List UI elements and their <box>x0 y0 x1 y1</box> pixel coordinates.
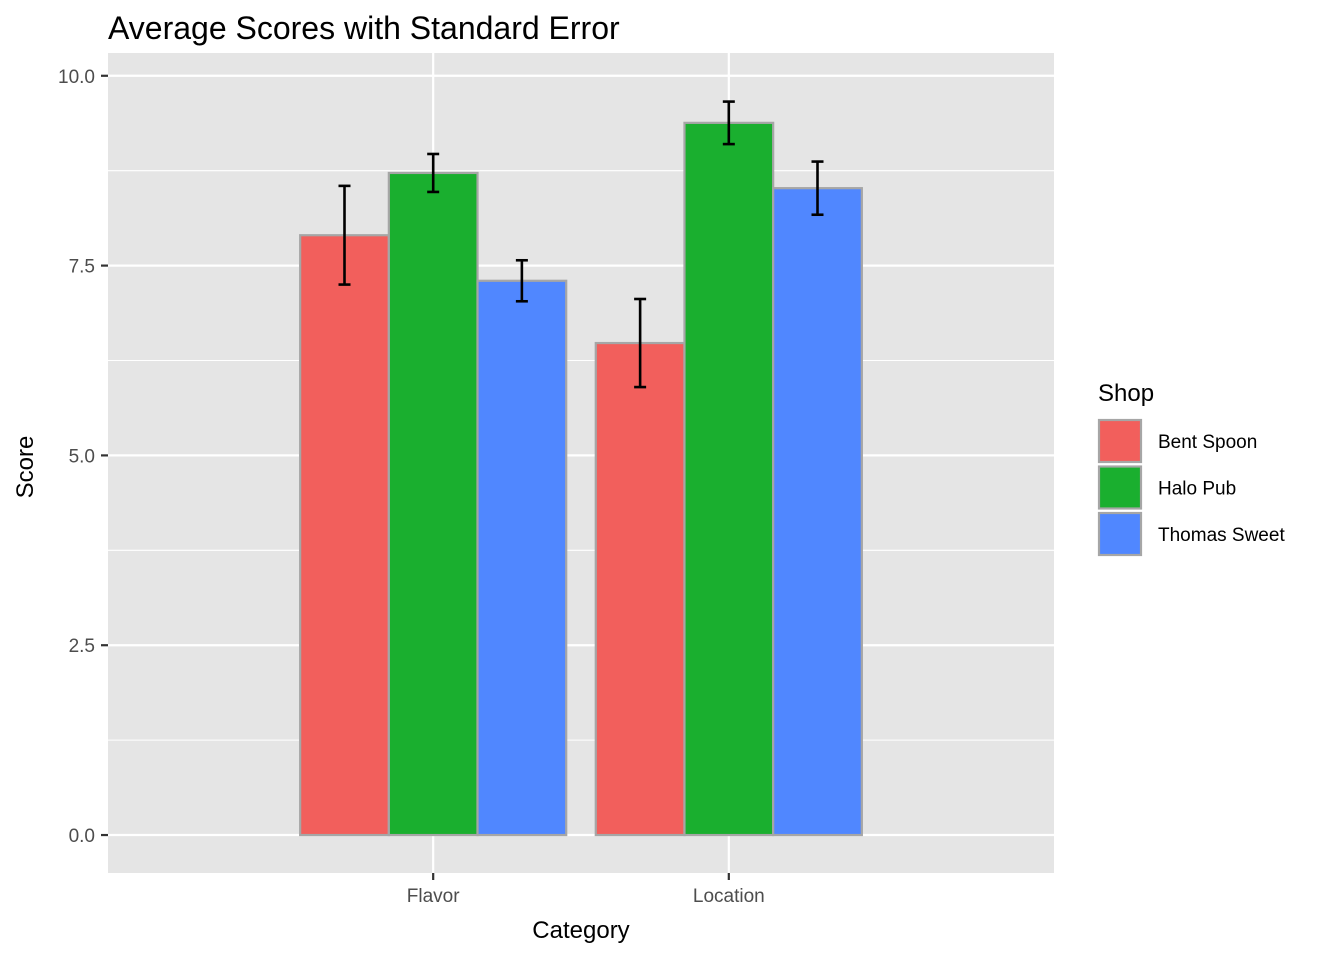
bar <box>594 341 686 837</box>
legend-item: Thomas Sweet <box>1097 511 1285 557</box>
error-bar <box>515 258 528 303</box>
bars <box>299 121 863 837</box>
legend-label: Halo Pub <box>1158 479 1236 500</box>
error-bar <box>427 152 440 194</box>
legend-item: Halo Pub <box>1097 465 1236 510</box>
legend-swatch <box>1097 511 1143 557</box>
y-tick-label: 0.0 <box>69 826 95 847</box>
chart-title: Average Scores with Standard Error <box>108 10 620 46</box>
legend-swatch <box>1097 418 1143 464</box>
plot-panel <box>108 53 1054 873</box>
x-tick-label: Location <box>693 886 765 907</box>
error-bar <box>338 184 351 286</box>
y-tick-label: 7.5 <box>69 257 95 278</box>
x-axis: Flavor Location <box>407 873 765 907</box>
bar <box>387 171 479 837</box>
error-bar <box>722 100 735 146</box>
legend-label: Bent Spoon <box>1158 432 1257 453</box>
bar <box>683 121 775 837</box>
bar <box>772 187 863 837</box>
error-bar <box>811 160 824 217</box>
legend-swatch <box>1097 465 1143 510</box>
bar <box>299 234 390 837</box>
legend: Shop Bent Spoon Halo Pub Thomas Sweet <box>1097 380 1285 557</box>
x-tick-label: Flavor <box>407 886 460 907</box>
legend-title: Shop <box>1098 380 1154 407</box>
y-tick-label: 5.0 <box>69 446 95 467</box>
error-bar <box>634 297 647 389</box>
legend-label: Thomas Sweet <box>1158 525 1285 546</box>
y-tick-label: 2.5 <box>69 636 95 657</box>
y-tick-label: 10.0 <box>58 67 95 88</box>
error-bars <box>338 100 824 389</box>
x-axis-title: Category <box>532 917 629 944</box>
y-axis: 0.0 2.5 5.0 7.5 10.0 <box>58 67 108 847</box>
legend-item: Bent Spoon <box>1097 418 1257 464</box>
y-axis-title: Score <box>12 436 39 499</box>
bar <box>476 279 568 837</box>
